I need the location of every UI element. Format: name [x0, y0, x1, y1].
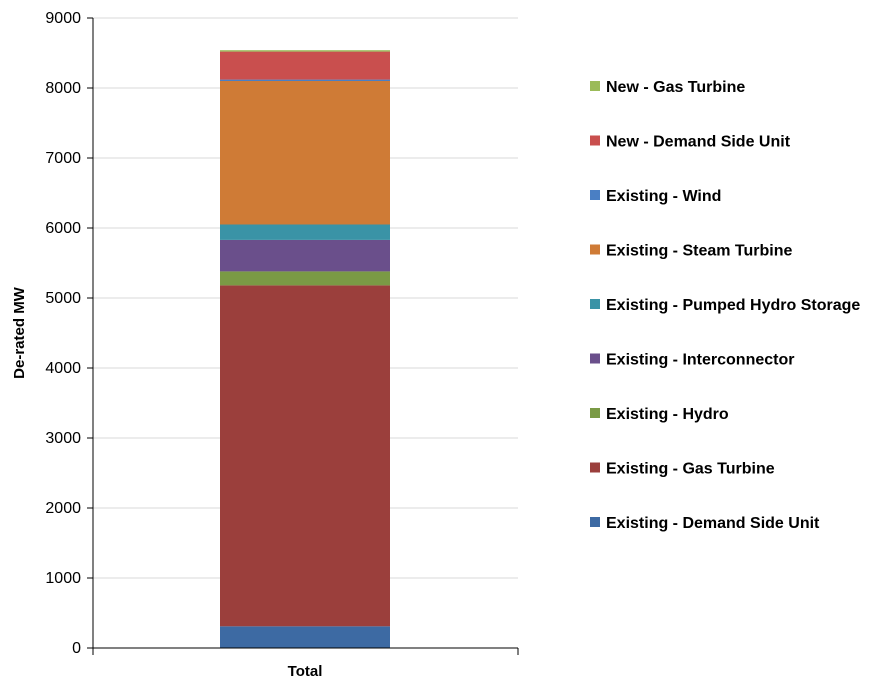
legend-label: New - Gas Turbine — [606, 79, 745, 96]
legend-label: New - Demand Side Unit — [606, 134, 791, 151]
bar-segment — [220, 224, 390, 240]
legend-swatch — [590, 299, 600, 309]
y-tick-label: 1000 — [45, 570, 81, 587]
bar-segment — [220, 285, 390, 627]
axes — [92, 18, 519, 655]
y-tick-label: 4000 — [45, 360, 81, 377]
y-tick-label: 9000 — [45, 10, 81, 27]
legend-label: Existing - Steam Turbine — [606, 243, 793, 260]
legend-label: Existing - Pumped Hydro Storage — [606, 297, 860, 314]
bar-segment — [220, 81, 390, 225]
bar-stack — [220, 50, 390, 648]
y-tick-label: 2000 — [45, 500, 81, 517]
legend-label: Existing - Gas Turbine — [606, 461, 775, 478]
y-tick-label: 7000 — [45, 150, 81, 167]
legend-swatch — [590, 517, 600, 527]
legend-label: Existing - Interconnector — [606, 352, 794, 369]
y-axis-title: De-rated MW — [11, 286, 28, 379]
bar-segment — [220, 51, 390, 80]
legend-swatch — [590, 462, 600, 473]
bar-segment — [220, 271, 390, 286]
bar-segment — [220, 79, 390, 81]
legend-label: Existing - Hydro — [606, 406, 729, 423]
y-tick-label: 5000 — [45, 290, 81, 307]
legend-label: Existing - Demand Side Unit — [606, 515, 820, 532]
legend-swatch — [590, 353, 600, 364]
legend: New - Gas Turbine New - Demand Side Unit E… — [590, 79, 860, 532]
y-tick-labels: 0 1000 2000 3000 4000 5000 6000 7000 8000 9000 — [45, 10, 93, 657]
legend-swatch — [590, 81, 600, 91]
y-tick-label: 8000 — [45, 80, 81, 97]
legend-swatch — [590, 135, 600, 146]
y-tick-label: 6000 — [45, 220, 81, 237]
bar-segment — [220, 50, 390, 52]
legend-swatch — [590, 408, 600, 418]
bar-segment — [220, 239, 390, 272]
bar-segment — [220, 626, 390, 648]
legend-swatch — [590, 190, 600, 200]
legend-label: Existing - Wind — [606, 188, 721, 205]
y-tick-label: 0 — [72, 640, 81, 657]
y-tick-label: 3000 — [45, 430, 81, 447]
legend-swatch — [590, 244, 600, 255]
x-category-label: Total — [288, 663, 323, 680]
